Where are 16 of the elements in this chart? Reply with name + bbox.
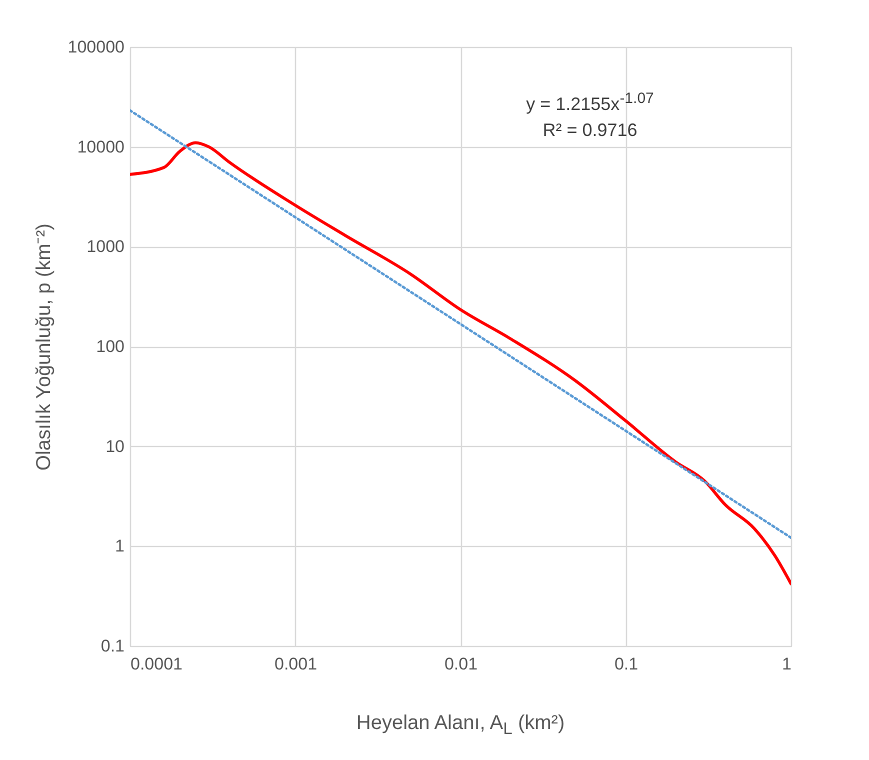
y-tick-label: 10 bbox=[106, 436, 124, 456]
y-tick-label: 100000 bbox=[68, 38, 124, 56]
annotation: R² = 0.9716 bbox=[542, 119, 638, 142]
x-axis-title: Heyelan Alanı, A$_{L}$ (km²) bbox=[355, 712, 566, 739]
y-tick-label: 10000 bbox=[77, 137, 124, 156]
y-tick-label: 1000 bbox=[86, 237, 124, 256]
annotation: y = 1.2155x$^{-1.07}$ bbox=[525, 89, 655, 116]
x-tick-label: 1 bbox=[782, 654, 792, 674]
x-tick-label: 0.0001 bbox=[130, 654, 182, 674]
x-tick-label: 0.1 bbox=[614, 654, 638, 674]
y-tick-label: 100 bbox=[96, 337, 124, 356]
y-tick-label: 0.1 bbox=[100, 636, 124, 656]
y-axis-title: Olasılık Yoğunluğu, p (km⁻²) bbox=[32, 223, 55, 471]
y-tick-label: 1 bbox=[115, 536, 124, 556]
x-tick-label: 0.001 bbox=[274, 654, 318, 674]
x-tick-label: 0.01 bbox=[444, 654, 478, 674]
